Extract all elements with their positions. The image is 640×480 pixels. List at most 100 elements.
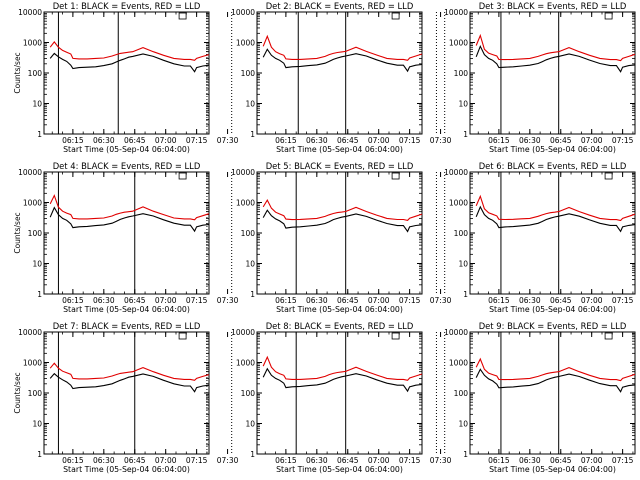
y-tick-label: 1000 bbox=[23, 199, 42, 208]
x-tick-label: 07:00 bbox=[581, 456, 603, 465]
axes-frame bbox=[469, 171, 636, 295]
y-tick-label: 10 bbox=[245, 420, 255, 429]
y-tick-label: 1 bbox=[463, 290, 468, 299]
y-tick-label: 10000 bbox=[18, 328, 42, 337]
x-tick-label: 06:45 bbox=[550, 456, 572, 465]
series-events-line bbox=[262, 48, 423, 73]
y-tick-label: 10 bbox=[245, 100, 255, 109]
y-tick-label: 1000 bbox=[449, 39, 468, 48]
detector-panel: Det 5: BLACK = Events, RED = LLD 1 10 100 10… bbox=[231, 161, 451, 314]
axes-frame bbox=[43, 171, 210, 295]
x-axis-label: Start Time (05-Sep-04 06:04:00) bbox=[276, 145, 403, 154]
x-tick-label: 07:15 bbox=[612, 136, 634, 145]
x-tick-label: 07:30 bbox=[430, 296, 452, 305]
series-lld-line bbox=[49, 194, 210, 221]
panel-title: Det 6: BLACK = Events, RED = LLD bbox=[479, 161, 627, 171]
y-tick-label: 1 bbox=[250, 130, 255, 139]
x-tick-label: 06:30 bbox=[93, 456, 115, 465]
axes-frame bbox=[256, 331, 423, 455]
x-tick-label: 07:15 bbox=[186, 136, 208, 145]
series-events-line bbox=[475, 205, 636, 233]
attenuator-marker bbox=[178, 12, 187, 20]
y-tick-label: 1000 bbox=[23, 39, 42, 48]
x-tick-label: 07:00 bbox=[368, 296, 390, 305]
detector-panel: Det 8: BLACK = Events, RED = LLD 1 10 100 10… bbox=[231, 321, 451, 474]
panel-title: Det 1: BLACK = Events, RED = LLD bbox=[53, 1, 201, 11]
y-tick-label: 10000 bbox=[231, 8, 255, 17]
attenuator-marker bbox=[178, 172, 187, 180]
y-tick-label: 100 bbox=[28, 389, 43, 398]
y-tick-label: 100 bbox=[454, 389, 469, 398]
y-tick-label: 10 bbox=[245, 260, 255, 269]
x-tick-label: 07:30 bbox=[217, 136, 239, 145]
x-tick-label: 06:45 bbox=[337, 456, 359, 465]
y-tick-label: 10 bbox=[32, 100, 42, 109]
y-tick-label: 1000 bbox=[23, 359, 42, 368]
x-tick-label: 06:30 bbox=[306, 456, 328, 465]
x-tick-label: 07:15 bbox=[612, 456, 634, 465]
series-lld-line bbox=[262, 34, 423, 61]
x-axis-label: Start Time (05-Sep-04 06:04:00) bbox=[63, 145, 190, 154]
y-tick-label: 10 bbox=[458, 260, 468, 269]
y-tick-label: 10000 bbox=[231, 168, 255, 177]
series-events-line bbox=[475, 44, 636, 73]
x-tick-label: 07:30 bbox=[430, 456, 452, 465]
x-tick-label: 06:30 bbox=[519, 296, 541, 305]
x-tick-label: 07:00 bbox=[155, 456, 177, 465]
series-lld-line bbox=[475, 33, 636, 62]
attenuator-marker bbox=[391, 172, 400, 180]
x-axis-label: Start Time (05-Sep-04 06:04:00) bbox=[489, 305, 616, 314]
series-events-line bbox=[262, 367, 423, 393]
x-tick-label: 06:45 bbox=[337, 136, 359, 145]
x-tick-label: 06:45 bbox=[124, 456, 146, 465]
y-tick-label: 10000 bbox=[444, 168, 468, 177]
x-axis-label: Start Time (05-Sep-04 06:04:00) bbox=[489, 465, 616, 474]
detector-panel: Det 7: BLACK = Events, RED = LLD 1 10 100 10… bbox=[13, 321, 239, 474]
series-lld-line bbox=[49, 41, 210, 61]
x-tick-label: 06:30 bbox=[519, 136, 541, 145]
x-tick-label: 06:15 bbox=[275, 136, 297, 145]
x-axis-label: Start Time (05-Sep-04 06:04:00) bbox=[489, 145, 616, 154]
x-tick-label: 06:30 bbox=[306, 136, 328, 145]
y-tick-label: 10 bbox=[458, 100, 468, 109]
y-tick-label: 100 bbox=[454, 69, 469, 78]
y-tick-label: 1000 bbox=[236, 359, 255, 368]
x-tick-label: 07:15 bbox=[186, 296, 208, 305]
detector-panel: Det 2: BLACK = Events, RED = LLD 1 10 100 10… bbox=[231, 1, 451, 154]
panel-title: Det 8: BLACK = Events, RED = LLD bbox=[266, 321, 414, 331]
series-events-line bbox=[475, 368, 636, 393]
x-tick-label: 07:30 bbox=[217, 296, 239, 305]
series-lld-line bbox=[475, 357, 636, 382]
y-tick-label: 10 bbox=[32, 260, 42, 269]
x-tick-label: 06:15 bbox=[488, 296, 510, 305]
x-tick-label: 07:15 bbox=[399, 456, 421, 465]
x-tick-label: 07:00 bbox=[581, 296, 603, 305]
x-tick-label: 07:30 bbox=[430, 136, 452, 145]
axes-frame bbox=[469, 11, 636, 135]
series-lld-line bbox=[49, 362, 210, 381]
x-tick-label: 06:30 bbox=[306, 296, 328, 305]
y-tick-label: 1000 bbox=[236, 199, 255, 208]
y-tick-label: 10000 bbox=[444, 328, 468, 337]
x-tick-label: 06:15 bbox=[62, 296, 84, 305]
panel-title: Det 5: BLACK = Events, RED = LLD bbox=[266, 161, 414, 171]
detector-panel: Det 4: BLACK = Events, RED = LLD 1 10 100 10… bbox=[13, 161, 239, 314]
panel-title: Det 3: BLACK = Events, RED = LLD bbox=[479, 1, 627, 11]
x-axis-label: Start Time (05-Sep-04 06:04:00) bbox=[276, 465, 403, 474]
y-tick-label: 10000 bbox=[18, 8, 42, 17]
x-axis-label: Start Time (05-Sep-04 06:04:00) bbox=[276, 305, 403, 314]
attenuator-marker bbox=[178, 332, 187, 340]
x-tick-label: 07:00 bbox=[368, 136, 390, 145]
series-lld-line bbox=[262, 198, 423, 222]
y-tick-label: 10000 bbox=[231, 328, 255, 337]
x-tick-label: 06:30 bbox=[93, 296, 115, 305]
x-axis-label: Start Time (05-Sep-04 06:04:00) bbox=[63, 465, 190, 474]
x-tick-label: 07:00 bbox=[155, 296, 177, 305]
detector-panel: Det 3: BLACK = Events, RED = LLD 1 10 100 10… bbox=[444, 1, 636, 154]
x-tick-label: 06:45 bbox=[337, 296, 359, 305]
y-tick-label: 1 bbox=[37, 290, 42, 299]
detector-panel: Det 9: BLACK = Events, RED = LLD 1 10 100 10… bbox=[444, 321, 636, 474]
x-tick-label: 06:15 bbox=[488, 456, 510, 465]
x-tick-label: 07:30 bbox=[217, 456, 239, 465]
y-tick-label: 1 bbox=[37, 450, 42, 459]
